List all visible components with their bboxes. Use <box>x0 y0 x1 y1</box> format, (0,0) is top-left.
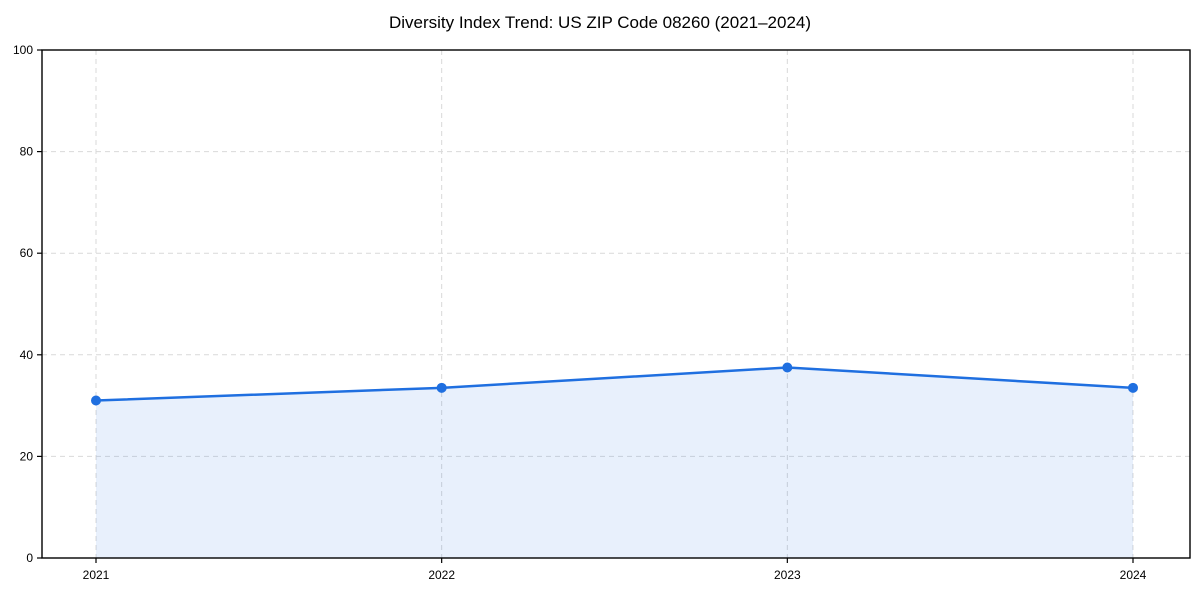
area-fill <box>96 367 1133 558</box>
y-tick-label: 100 <box>13 43 33 57</box>
x-tick-label: 2022 <box>428 568 455 582</box>
y-tick-label: 80 <box>20 145 34 159</box>
data-point <box>91 395 101 406</box>
y-tick-label: 0 <box>26 551 33 565</box>
data-point <box>436 382 447 393</box>
chart-title: Diversity Index Trend: US ZIP Code 08260… <box>389 13 811 32</box>
data-point <box>782 362 793 373</box>
area-under-line <box>96 367 1133 558</box>
data-point-markers <box>91 362 1138 406</box>
x-tick-label: 2023 <box>774 568 801 582</box>
data-point <box>1128 382 1138 393</box>
plot-border <box>41 49 1191 559</box>
tick-labels: 0 20 40 60 80 100 2021 2022 2023 2024 <box>13 43 1147 582</box>
series-line <box>94 366 1135 402</box>
x-tick-label: 2024 <box>1120 568 1147 582</box>
y-tick-label: 60 <box>20 246 34 260</box>
axes <box>37 49 1191 563</box>
trend-line <box>94 366 1135 402</box>
y-tick-label: 40 <box>20 348 34 362</box>
x-tick-label: 2021 <box>83 568 110 582</box>
y-tick-label: 20 <box>20 449 34 463</box>
